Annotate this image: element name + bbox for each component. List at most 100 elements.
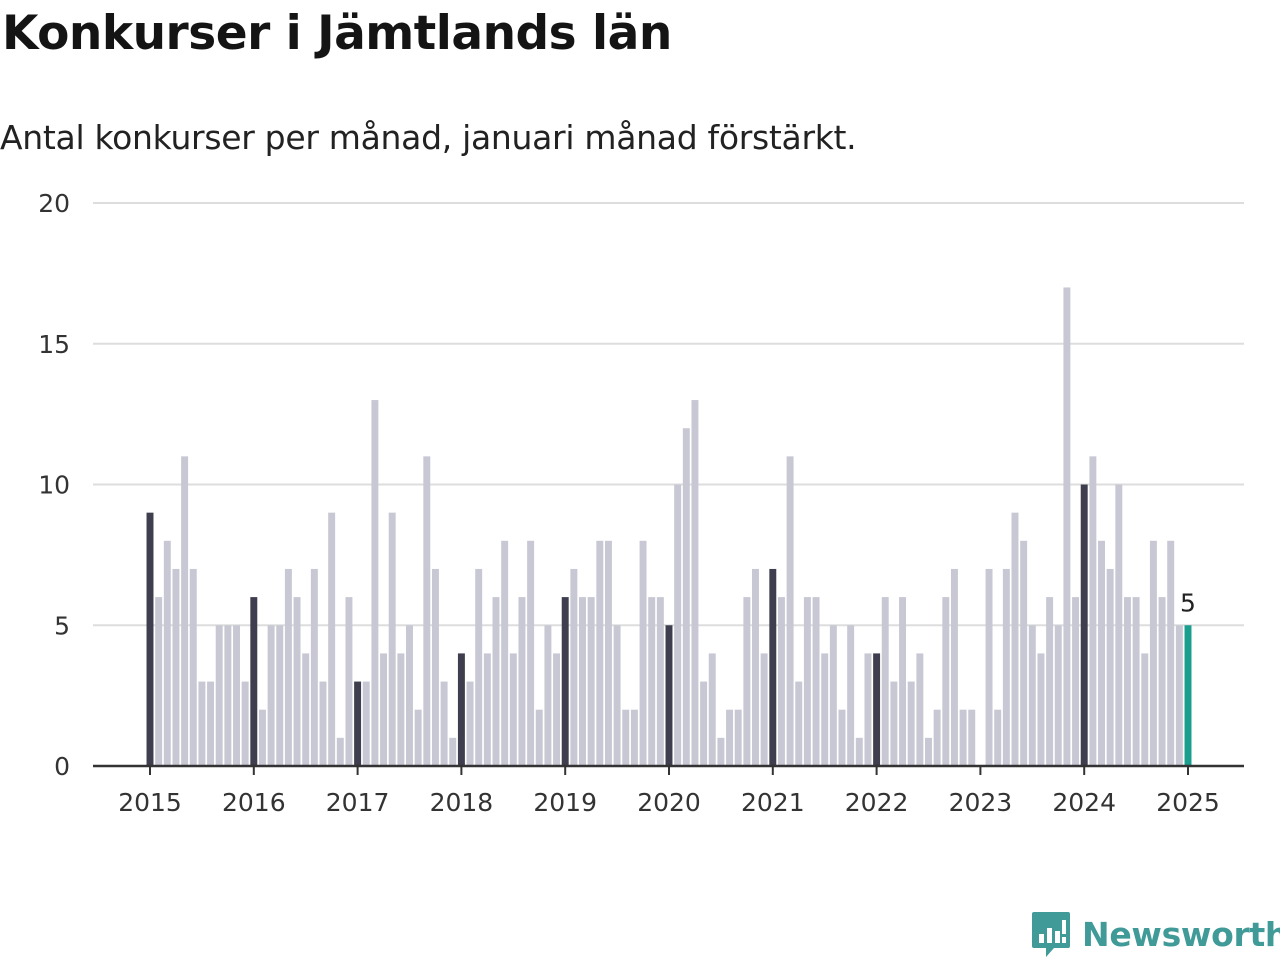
bar	[189, 568, 197, 766]
bar	[215, 625, 223, 766]
bar	[700, 681, 708, 766]
bar	[1175, 625, 1183, 766]
bar	[406, 625, 413, 766]
bar	[354, 681, 362, 766]
bar	[1115, 484, 1123, 766]
bar	[501, 540, 509, 766]
x-tick-label: 2020	[637, 788, 701, 817]
bar	[163, 540, 171, 766]
bar	[1063, 287, 1071, 766]
bar	[1028, 625, 1036, 766]
bar	[665, 625, 673, 766]
bar	[233, 625, 240, 766]
bar	[336, 737, 344, 766]
bar	[596, 540, 604, 766]
bar	[224, 625, 232, 766]
y-tick-label: 20	[38, 189, 70, 218]
bar	[423, 456, 431, 766]
bar	[760, 653, 768, 766]
y-tick-label: 0	[54, 752, 70, 781]
bar	[1106, 568, 1114, 766]
bar	[682, 428, 690, 766]
bar	[172, 568, 180, 766]
bar	[1080, 484, 1088, 766]
bar	[449, 737, 457, 766]
bar	[786, 456, 794, 766]
bar	[1141, 653, 1149, 766]
bar	[380, 653, 388, 766]
x-axis-ticks: 2015 2016 2017 2018 2019 2020 2021 2022 2023 2024…	[118, 766, 1220, 817]
x-tick-label: 2025	[1156, 788, 1220, 817]
x-tick-label: 2017	[326, 788, 390, 817]
x-tick-label: 2021	[741, 788, 805, 817]
x-tick-label: 2016	[222, 788, 286, 817]
bar	[146, 512, 154, 766]
bar	[881, 597, 889, 766]
bar	[925, 737, 932, 766]
bar	[276, 625, 284, 766]
bar	[1011, 512, 1019, 766]
bar	[553, 653, 561, 766]
bar	[622, 709, 630, 766]
bar	[1054, 625, 1062, 766]
bar	[752, 568, 759, 766]
bar	[302, 653, 310, 766]
bar	[1167, 540, 1175, 766]
bar	[241, 681, 249, 766]
bar	[362, 681, 370, 766]
data-labels: 5	[1180, 588, 1196, 617]
bar	[544, 625, 552, 766]
bar	[864, 653, 872, 766]
bar	[985, 568, 993, 766]
bar	[587, 597, 595, 766]
bar	[1184, 625, 1192, 766]
bar	[1123, 597, 1131, 766]
bar	[604, 540, 612, 766]
y-tick-label: 15	[38, 330, 70, 359]
bar	[527, 540, 535, 766]
bar	[656, 597, 664, 766]
bar	[258, 709, 266, 766]
bar	[1046, 597, 1054, 766]
bar	[613, 625, 621, 766]
bar	[284, 568, 292, 766]
bar	[1020, 540, 1028, 766]
bar	[492, 597, 500, 766]
brand-logo: Newsworthy	[1030, 910, 1280, 958]
bar	[717, 737, 725, 766]
chart-title: Konkurser i Jämtlands län	[2, 6, 672, 61]
bar	[1098, 540, 1105, 766]
bar	[803, 597, 811, 766]
bar	[431, 568, 439, 766]
x-tick-label: 2023	[949, 788, 1013, 817]
bar	[457, 653, 465, 766]
bar	[440, 681, 448, 766]
bar	[630, 709, 638, 766]
bar	[1149, 540, 1157, 766]
bar	[345, 597, 353, 766]
bar	[942, 597, 950, 766]
latest-value-label: 5	[1180, 588, 1196, 617]
x-tick-label: 2024	[1052, 788, 1116, 817]
bar	[674, 484, 682, 766]
bar	[319, 681, 327, 766]
bar	[466, 681, 474, 766]
bar	[181, 456, 189, 766]
x-tick-label: 2019	[533, 788, 597, 817]
bar	[397, 653, 405, 766]
bar	[838, 709, 846, 766]
bar	[310, 568, 318, 766]
bar	[579, 597, 586, 766]
grid-lines	[93, 202, 1244, 627]
x-tick-label: 2015	[118, 788, 182, 817]
bar	[769, 568, 777, 766]
bar	[795, 681, 803, 766]
bar	[518, 597, 526, 766]
brand-name: Newsworthy	[1082, 914, 1280, 954]
bar	[726, 709, 734, 766]
bar	[890, 681, 898, 766]
bar	[994, 709, 1002, 766]
bar	[708, 653, 716, 766]
bar	[328, 512, 336, 766]
bar	[371, 400, 379, 766]
